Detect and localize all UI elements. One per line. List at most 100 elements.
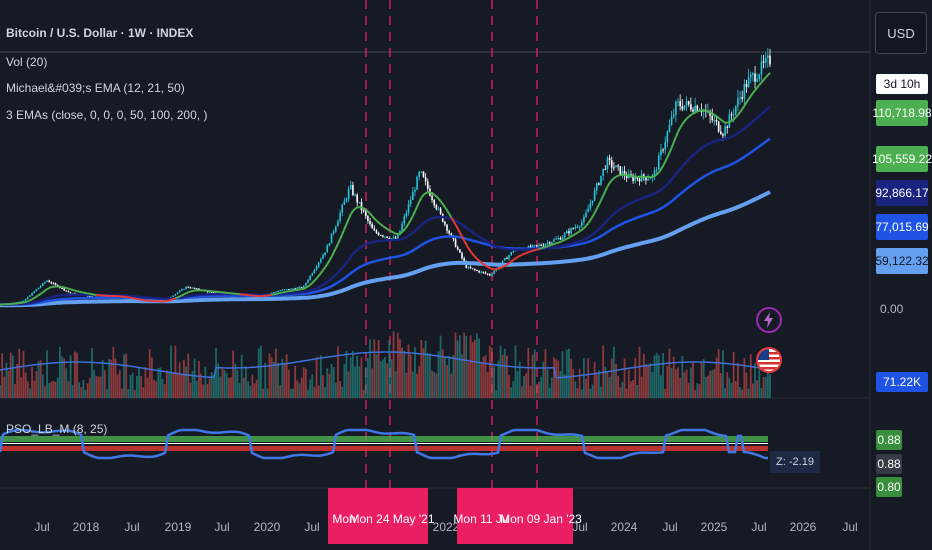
candle-body <box>734 106 737 115</box>
candle-body <box>730 114 733 116</box>
countdown-label: 3d 10h <box>876 74 928 94</box>
candle-body <box>606 157 609 170</box>
price-label: 110,718.98 <box>872 100 932 126</box>
candle-body <box>469 267 472 269</box>
us-flag-icon[interactable] <box>756 347 782 373</box>
volume-bar <box>61 356 63 398</box>
volume-bar <box>621 381 624 398</box>
candle-body <box>390 238 393 240</box>
volume-bar <box>578 368 581 398</box>
volume-bar <box>608 377 611 398</box>
volume-bar <box>236 369 239 398</box>
volume-bar <box>217 363 220 398</box>
volume-bar <box>617 375 620 398</box>
volume-bar <box>726 372 729 398</box>
candle-body <box>672 114 675 117</box>
volume-bar <box>277 362 279 398</box>
candle-body <box>749 74 752 78</box>
volume-bar <box>240 354 243 398</box>
ema-short-segment <box>542 246 546 249</box>
candle-body <box>574 227 577 229</box>
volume-bar <box>574 381 577 398</box>
volume-bar <box>452 354 455 398</box>
time-axis-label: 2024 <box>610 520 638 534</box>
volume-bar <box>0 385 1 398</box>
volume-bar <box>501 354 504 398</box>
volume-bar <box>157 367 160 398</box>
oscillator-legend[interactable]: PSO_LB_M (8, 25) <box>6 422 108 436</box>
ema-short-segment <box>25 300 29 303</box>
volume-bar <box>172 373 175 398</box>
ema-short-segment <box>484 264 489 268</box>
ema-200-line <box>0 190 771 308</box>
volume-bar <box>642 353 645 398</box>
candle-body <box>572 228 575 230</box>
ema-short-segment <box>570 234 574 238</box>
volume-bar <box>390 359 393 398</box>
volume-bar <box>527 347 530 398</box>
volume-bar <box>245 366 247 398</box>
ema-short-segment <box>414 206 418 212</box>
candle-body <box>531 245 534 248</box>
ema-short-segment <box>309 282 313 286</box>
lightning-icon[interactable] <box>756 307 782 333</box>
volume-bar <box>704 377 707 398</box>
candle-body <box>416 176 418 190</box>
candle-body <box>29 295 31 297</box>
candle-body <box>44 281 46 284</box>
volume-bar <box>48 382 51 398</box>
ema-short-segment <box>672 136 677 143</box>
volume-bar <box>689 367 692 398</box>
candle-body <box>583 217 585 223</box>
volume-bar <box>54 381 57 398</box>
volume-bar <box>565 349 568 398</box>
candle-body <box>491 273 493 276</box>
ema-short-segment <box>448 213 453 218</box>
candle-body <box>632 176 634 182</box>
candle-body <box>696 105 699 112</box>
ema-short-segment <box>66 286 69 290</box>
volume-bar <box>80 387 83 398</box>
osc-lower-band <box>0 446 768 451</box>
candle-body <box>35 289 38 292</box>
volume-bar <box>516 371 519 398</box>
ema-short-segment <box>560 240 563 243</box>
volume-bar <box>486 371 489 398</box>
candle-body <box>568 231 570 234</box>
volume-bar <box>225 373 228 398</box>
volume-bar <box>418 365 421 398</box>
volume-ma-line <box>0 351 771 379</box>
volume-bar <box>606 371 609 398</box>
volume-bar <box>580 389 583 398</box>
michael-ema-legend[interactable]: Michael&#039;s EMA (12, 21, 50) <box>6 81 185 95</box>
three-ema-legend[interactable]: 3 EMAs (close, 0, 0, 0, 50, 100, 200, ) <box>6 108 208 122</box>
currency-button[interactable]: USD <box>875 12 927 54</box>
ema-short-segment <box>74 289 78 293</box>
candle-body <box>456 247 459 250</box>
ema-short-segment <box>523 252 527 255</box>
ema-short-segment <box>172 297 176 301</box>
volume-bar <box>559 370 562 398</box>
ema-short-segment <box>762 76 767 81</box>
candle-body <box>595 183 598 191</box>
ema-short-segment <box>68 287 71 291</box>
ema-short-segment <box>354 206 358 210</box>
volume-bar <box>101 359 104 398</box>
candle-body <box>764 57 767 63</box>
candle-body <box>664 142 666 150</box>
ema-short-segment <box>476 258 480 262</box>
candle-body <box>743 84 746 99</box>
volume-legend[interactable]: Vol (20) <box>6 55 48 69</box>
candle-body <box>694 105 696 112</box>
candle-body <box>208 292 211 294</box>
ema-short-segment <box>343 223 348 230</box>
ema-short-segment <box>185 291 189 295</box>
candle-body <box>39 285 42 288</box>
candle-body <box>176 292 179 295</box>
candle-body <box>561 237 564 240</box>
volume-bar <box>692 361 694 398</box>
ema-short-segment <box>739 108 744 113</box>
ema-short-segment <box>562 239 566 242</box>
candle-body <box>354 194 356 196</box>
